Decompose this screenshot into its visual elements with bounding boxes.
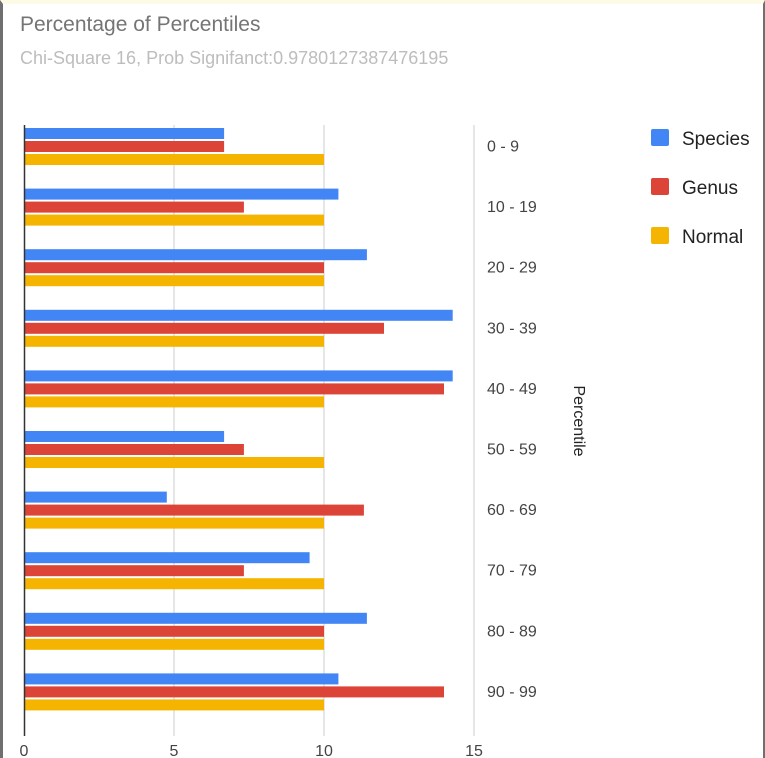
bar-genus-6 <box>24 504 364 516</box>
legend-swatch-genus <box>651 178 669 195</box>
bar-genus-8 <box>24 625 324 637</box>
bar-normal-9 <box>24 699 324 711</box>
bar-species-9 <box>24 673 339 685</box>
legend-label-genus: Genus <box>682 178 738 199</box>
x-tick-label: 0 <box>20 743 29 758</box>
legend-label-normal: Normal <box>682 227 743 248</box>
bar-species-7 <box>24 552 310 564</box>
y-category-label: 50 - 59 <box>487 442 537 459</box>
bar-normal-7 <box>24 578 324 590</box>
y-category-label: 0 - 9 <box>487 139 519 156</box>
bar-genus-5 <box>24 444 244 455</box>
y-category-label: 30 - 39 <box>487 320 537 337</box>
y-category-label: 10 - 19 <box>487 199 537 216</box>
bar-genus-1 <box>24 201 244 213</box>
x-tick-label: 10 <box>315 743 333 758</box>
axes: 0 5 10 15 0 - 9 10 - 19 20 - 29 30 - 39 40 - 49 5… <box>20 125 537 758</box>
bar-chart: 0 5 10 15 0 - 9 10 - 19 20 - 29 30 - 39 40 - 49 5… <box>20 125 750 758</box>
y-category-label: 40 - 49 <box>487 381 537 398</box>
bar-normal-1 <box>24 214 324 226</box>
bar-species-2 <box>24 249 367 261</box>
bar-normal-0 <box>24 154 324 165</box>
bar-species-8 <box>24 612 367 624</box>
legend-swatch-normal <box>651 227 669 244</box>
bar-genus-0 <box>24 141 225 152</box>
chart-subtitle: Chi-Square 16, Prob Signifanct:0.9780127… <box>20 48 449 68</box>
bar-species-1 <box>24 188 339 200</box>
bar-normal-6 <box>24 517 324 529</box>
chart-title: Percentage of Percentiles <box>20 13 261 36</box>
bar-normal-2 <box>24 275 324 287</box>
y-category-label: 20 - 29 <box>487 260 537 277</box>
bar-species-6 <box>24 491 167 503</box>
bars <box>24 128 453 711</box>
bar-normal-8 <box>24 638 324 650</box>
y-category-label: 80 - 89 <box>487 623 537 640</box>
x-tick-label: 5 <box>170 743 179 758</box>
y-axis-title: Percentile <box>570 385 587 456</box>
bar-genus-4 <box>24 383 444 395</box>
bar-species-4 <box>24 370 453 382</box>
legend-swatch-species <box>651 129 669 146</box>
bar-normal-5 <box>24 457 324 468</box>
legend: Species Genus Normal <box>651 129 750 248</box>
bar-genus-2 <box>24 262 324 274</box>
bar-genus-3 <box>24 322 384 334</box>
x-tick-label: 15 <box>465 743 483 758</box>
bar-species-0 <box>24 128 225 139</box>
y-category-label: 90 - 99 <box>487 684 537 701</box>
legend-label-species: Species <box>682 129 750 150</box>
bar-normal-3 <box>24 335 324 347</box>
bar-normal-4 <box>24 396 324 408</box>
bar-genus-9 <box>24 686 444 698</box>
bar-genus-7 <box>24 565 244 577</box>
bar-species-5 <box>24 431 225 442</box>
y-category-label: 70 - 79 <box>487 563 537 580</box>
bar-species-3 <box>24 309 453 321</box>
y-category-label: 60 - 69 <box>487 502 537 519</box>
